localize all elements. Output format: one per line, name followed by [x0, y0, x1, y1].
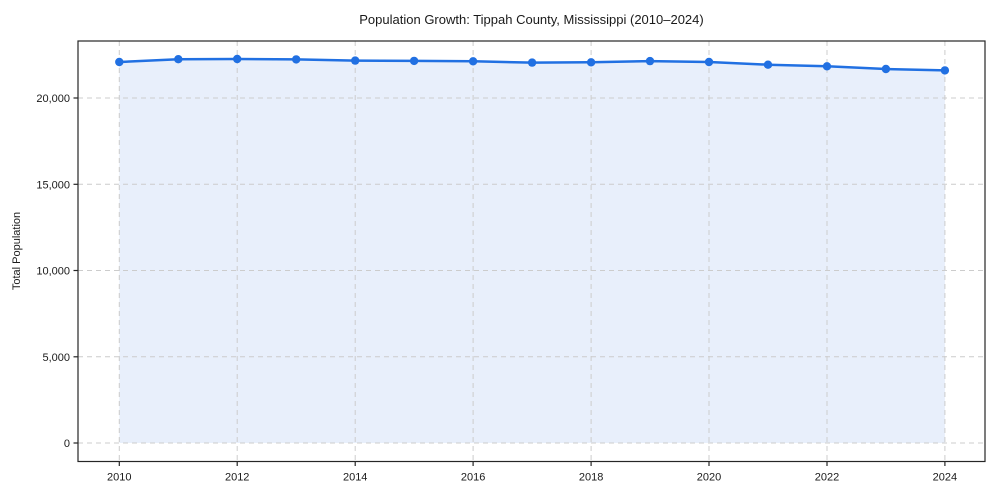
data-point	[174, 55, 183, 64]
x-tick-label: 2016	[461, 472, 485, 484]
plot-border	[77, 40, 986, 463]
y-tick-label: 20,000	[36, 93, 70, 105]
x-tick-label: 2024	[933, 472, 957, 484]
data-point	[409, 56, 419, 66]
data-point	[233, 54, 242, 64]
chart-title: Population Growth: Tippah County, Missis…	[359, 12, 704, 27]
y-tick-label: 15,000	[36, 179, 70, 191]
data-point	[351, 56, 360, 65]
x-tick-label: 2020	[697, 472, 721, 484]
x-tick-label: 2014	[343, 472, 367, 484]
data-point	[468, 57, 478, 66]
data-point	[645, 56, 655, 66]
y-tick-label: 10,000	[36, 266, 70, 278]
y-tick-label: 5,000	[42, 352, 70, 364]
data-point	[940, 66, 950, 75]
data-point	[586, 58, 596, 67]
data-point	[881, 64, 891, 74]
data-point	[292, 55, 301, 64]
data-point	[704, 57, 714, 67]
area-fill	[119, 59, 945, 443]
data-point	[763, 60, 773, 69]
data-point	[822, 62, 832, 71]
x-tick-label: 2010	[107, 472, 131, 484]
data-point	[527, 58, 537, 67]
x-tick-label: 2018	[579, 472, 603, 484]
x-tick-label: 2022	[815, 472, 839, 484]
data-point	[115, 57, 124, 67]
x-tick-label: 2012	[225, 472, 249, 484]
y-tick-label: 0	[64, 438, 70, 450]
